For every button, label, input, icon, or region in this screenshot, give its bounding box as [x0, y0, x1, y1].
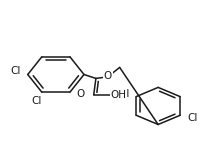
Text: Cl: Cl	[11, 66, 21, 76]
Text: OH: OH	[111, 90, 127, 100]
Text: O: O	[77, 89, 85, 99]
Text: Cl: Cl	[31, 96, 42, 106]
Text: Cl: Cl	[119, 88, 129, 99]
Text: O: O	[104, 71, 112, 81]
Text: Cl: Cl	[187, 113, 197, 123]
